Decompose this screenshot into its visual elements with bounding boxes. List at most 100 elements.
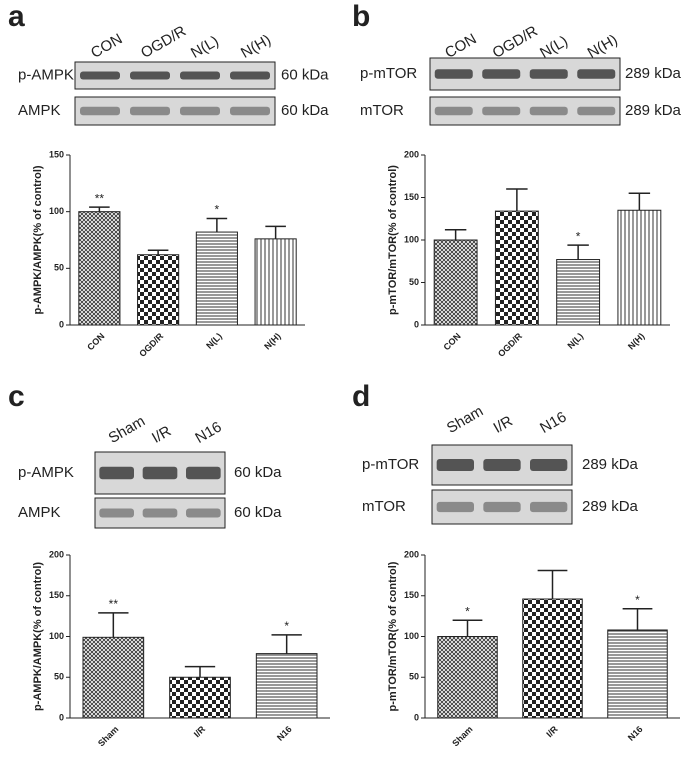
blot-band xyxy=(482,106,521,116)
error-bar xyxy=(506,188,528,212)
blot-band xyxy=(142,466,178,480)
bar xyxy=(255,653,318,719)
blot-band xyxy=(483,459,521,471)
lane-label: OGD/R xyxy=(138,23,189,62)
blot-band xyxy=(99,466,134,480)
y-tick-label: 100 xyxy=(404,234,419,244)
y-tick-label: 50 xyxy=(54,263,64,273)
row-label: p-AMPK xyxy=(18,464,74,481)
bar xyxy=(254,238,297,326)
x-tick-label: CON xyxy=(442,331,463,352)
blot-band xyxy=(530,501,568,513)
error-bar xyxy=(567,244,589,260)
row-label: AMPK xyxy=(18,102,61,119)
x-tick-label: N(H) xyxy=(626,331,647,352)
lane-label: N16 xyxy=(537,408,569,436)
bar xyxy=(169,676,231,719)
kda-label: 289 kDa xyxy=(582,498,639,515)
blot-band xyxy=(80,106,120,116)
blot-band xyxy=(99,508,134,518)
kda-label: 60 kDa xyxy=(281,66,329,83)
y-tick-label: 150 xyxy=(404,192,419,202)
significance: * xyxy=(635,593,640,607)
bar xyxy=(137,254,180,326)
significance: * xyxy=(465,604,470,618)
row-label: AMPK xyxy=(18,504,61,521)
blot-band xyxy=(230,71,270,80)
y-tick-label: 0 xyxy=(414,319,419,329)
kda-label: 289 kDa xyxy=(625,65,682,82)
y-tick-label: 50 xyxy=(409,277,419,287)
y-tick-label: 100 xyxy=(49,206,64,216)
x-tick-label: N(L) xyxy=(565,331,585,351)
blot-band xyxy=(80,71,120,80)
error-bar xyxy=(147,249,169,255)
kda-label: 60 kDa xyxy=(234,464,282,481)
lane-label: N(H) xyxy=(585,31,621,62)
y-tick-label: 50 xyxy=(409,672,419,682)
lane-label: I/R xyxy=(149,423,174,447)
y-axis-label: p-mTOR/mTOR(% of control) xyxy=(387,165,399,315)
error-bar xyxy=(452,619,483,637)
y-tick-label: 0 xyxy=(59,319,64,329)
blot-band xyxy=(483,501,521,513)
error-bar xyxy=(98,612,129,638)
y-tick-label: 150 xyxy=(49,590,64,600)
blot-band xyxy=(434,106,473,116)
x-tick-label: I/R xyxy=(192,724,208,740)
y-tick-label: 100 xyxy=(404,631,419,641)
kda-label: 289 kDa xyxy=(582,456,639,473)
row-label: mTOR xyxy=(360,102,404,119)
panel-letter: c xyxy=(8,380,25,413)
y-tick-label: 100 xyxy=(49,631,64,641)
y-tick-label: 150 xyxy=(49,149,64,159)
bar xyxy=(556,259,601,326)
blot-band xyxy=(529,69,568,79)
bar xyxy=(607,629,668,719)
error-bar xyxy=(265,225,286,239)
blot-band xyxy=(130,71,170,80)
lane-label: CON xyxy=(88,31,125,62)
error-bar xyxy=(444,229,467,240)
blot-band xyxy=(530,459,568,471)
lane-label: I/R xyxy=(490,413,515,437)
blot-band xyxy=(434,69,473,79)
error-bar xyxy=(628,192,651,211)
error-bar xyxy=(622,608,653,630)
y-axis-label: p-AMPK/AMPK(% of control) xyxy=(32,562,44,711)
bar xyxy=(617,209,662,326)
lane-label: OGD/R xyxy=(490,23,541,62)
y-tick-label: 50 xyxy=(54,672,64,682)
blot-band xyxy=(142,508,178,518)
kda-label: 289 kDa xyxy=(625,102,682,119)
bar xyxy=(195,231,238,326)
x-tick-label: Sham xyxy=(450,724,474,748)
y-tick-label: 0 xyxy=(59,712,64,722)
panel-letter: a xyxy=(8,0,25,33)
bar xyxy=(437,636,498,719)
blot-band xyxy=(180,106,220,116)
blot-band xyxy=(186,508,221,518)
error-bar xyxy=(89,206,110,212)
error-bar xyxy=(206,217,228,233)
bar xyxy=(494,210,539,326)
bar xyxy=(82,636,145,719)
lane-label: N(L) xyxy=(188,33,222,62)
significance: * xyxy=(576,229,581,243)
panel-letter: b xyxy=(352,0,370,33)
y-tick-label: 200 xyxy=(404,549,419,559)
x-tick-label: N16 xyxy=(275,724,294,743)
x-tick-label: N(H) xyxy=(262,331,283,352)
panel-letter: d xyxy=(352,380,370,413)
x-tick-label: Sham xyxy=(96,724,120,748)
error-bar xyxy=(184,665,216,678)
kda-label: 60 kDa xyxy=(281,102,329,119)
y-axis-label: p-mTOR/mTOR(% of control) xyxy=(387,561,399,711)
error-bar xyxy=(537,569,568,600)
y-tick-label: 0 xyxy=(414,712,419,722)
significance: * xyxy=(284,619,289,633)
blot-band xyxy=(436,459,474,471)
lane-label: Sham xyxy=(106,413,148,447)
lane-label: N(H) xyxy=(238,31,274,62)
x-tick-label: OGD/R xyxy=(496,331,524,359)
